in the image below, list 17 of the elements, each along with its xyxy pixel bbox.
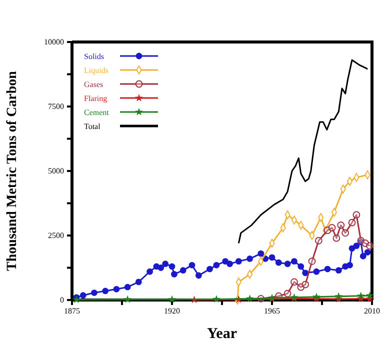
y-tick-label: 7500 xyxy=(48,102,64,112)
text: Total xyxy=(84,122,102,131)
legend-label: Liquids xyxy=(84,66,108,75)
x-tick-label: 1965 xyxy=(264,306,280,316)
x-tick-label: 1875 xyxy=(64,306,80,316)
y-tick-label: 10000 xyxy=(44,38,64,47)
y-tick-label: 5000 xyxy=(48,166,64,176)
legend-label: Flaring xyxy=(84,94,108,103)
y-tick-label: 0 xyxy=(60,296,64,305)
x-axis-title: Year xyxy=(207,326,238,342)
x-tick-label: 2010 xyxy=(364,306,380,316)
legend-label: Solids xyxy=(84,52,104,61)
legend-label: Cement xyxy=(84,108,110,117)
x-tick-label: 1920 xyxy=(164,306,180,316)
y-tick-label: 2500 xyxy=(48,231,64,240)
legend-label: Gases xyxy=(84,80,104,89)
y-axis-title: Thousand Metric Tons of Carbon xyxy=(5,70,20,271)
